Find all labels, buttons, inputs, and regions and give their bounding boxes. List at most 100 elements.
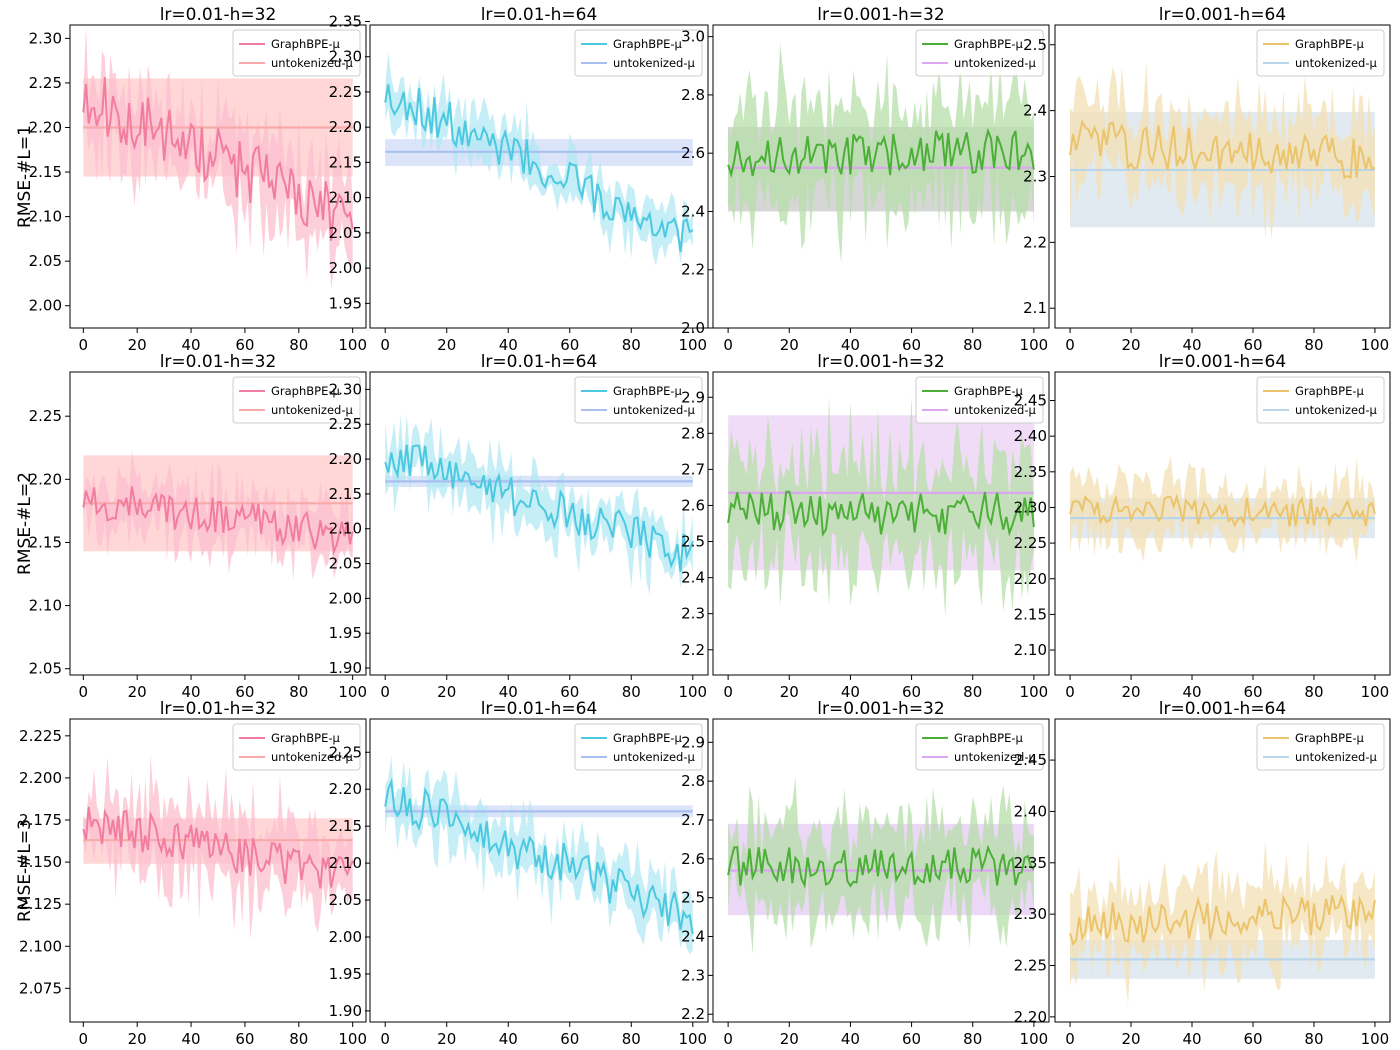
- legend: GraphBPE-μ untokenized-μ: [232, 376, 361, 424]
- x-tick-label: 0: [79, 336, 89, 354]
- panel-6: 0 20 40 60 80 100 1.90 1.95 2.00 2.05 2.10 2.15 2.20…: [329, 352, 709, 701]
- legend: GraphBPE-μ untokenized-μ: [1256, 376, 1385, 424]
- y-tick-label: 2.30: [1014, 905, 1047, 923]
- x-tick-label: 40: [499, 1030, 518, 1048]
- x-tick-label: 80: [622, 1030, 641, 1048]
- legend-untokenized-label: untokenized-μ: [613, 750, 695, 764]
- y-tick-label: 2.45: [1014, 751, 1047, 769]
- graphbpe-band: [1070, 839, 1375, 1005]
- x-tick-label: 20: [128, 1030, 147, 1048]
- x-tick-label: 100: [338, 683, 367, 701]
- graphbpe-band: [385, 755, 693, 955]
- x-tick-label: 40: [841, 1030, 860, 1048]
- panel-title: lr=0.001-h=32: [817, 5, 944, 25]
- row-label-1: RMSE-#L=1: [15, 125, 35, 228]
- graphbpe-band: [728, 395, 1034, 617]
- x-tick-label: 40: [499, 336, 518, 354]
- graphbpe-mean-line: [82, 486, 354, 556]
- y-tick-label: 2.20: [329, 118, 362, 136]
- y-tick-label: 2.2: [681, 261, 705, 279]
- x-tick-label: 80: [1304, 336, 1323, 354]
- x-tick-label: 60: [560, 1030, 579, 1048]
- x-tick-label: 0: [1065, 683, 1075, 701]
- y-tick-label: 2.35: [1014, 854, 1047, 872]
- panel-title: lr=0.01-h=32: [160, 352, 277, 372]
- y-tick-label: 2.0: [681, 319, 705, 337]
- x-tick-label: 0: [79, 1030, 89, 1048]
- panel-9: 0 20 40 60 80 100 2.075 2.100 2.125 2.150 2.175 2.2…: [19, 699, 367, 1048]
- panel-title: lr=0.01-h=32: [160, 5, 277, 25]
- graphbpe-band: [728, 42, 1034, 265]
- y-tick-label: 2.10: [29, 208, 62, 226]
- x-tick-label: 80: [963, 683, 982, 701]
- legend-graphbpe-label: GraphBPE-μ: [271, 37, 341, 51]
- x-tick-label: 20: [780, 683, 799, 701]
- legend-untokenized-label: untokenized-μ: [1295, 56, 1377, 70]
- x-tick-label: 80: [1304, 683, 1323, 701]
- y-tick-label: 2.15: [329, 485, 362, 503]
- y-tick-label: 2.6: [681, 496, 705, 514]
- x-tick-label: 80: [963, 1030, 982, 1048]
- panel-1: 0 20 40 60 80 100 2.00 2.05 2.10 2.15 2.20 2.25 2.30…: [29, 5, 367, 354]
- x-tick-label: 100: [1361, 683, 1390, 701]
- x-tick-label: 60: [902, 336, 921, 354]
- x-tick-label: 20: [1121, 683, 1140, 701]
- y-tick-label: 2.4: [681, 928, 705, 946]
- y-tick-label: 2.00: [329, 928, 362, 946]
- x-tick-label: 20: [128, 336, 147, 354]
- y-tick-label: 2.075: [19, 979, 62, 997]
- x-tick-label: 100: [338, 336, 367, 354]
- row-label-3: RMSE-#L=3: [15, 819, 35, 922]
- legend-graphbpe-label: GraphBPE-μ: [613, 731, 683, 745]
- panel-title: lr=0.001-h=64: [1159, 699, 1286, 719]
- legend-graphbpe-label: GraphBPE-μ: [1295, 384, 1365, 398]
- y-tick-label: 1.90: [329, 659, 362, 677]
- panel-title: lr=0.01-h=64: [481, 352, 598, 372]
- axes-frame: [69, 371, 367, 676]
- y-tick-label: 1.90: [329, 1002, 362, 1020]
- x-tick-label: 100: [1361, 336, 1390, 354]
- x-tick-label: 40: [182, 1030, 201, 1048]
- y-tick-label: 2.20: [29, 118, 62, 136]
- legend: GraphBPE-μ untokenized-μ: [915, 376, 1044, 424]
- x-tick-label: 100: [338, 1030, 367, 1048]
- legend: GraphBPE-μ untokenized-μ: [574, 723, 703, 771]
- legend-untokenized-label: untokenized-μ: [613, 403, 695, 417]
- x-tick-label: 100: [1020, 1030, 1049, 1048]
- x-tick-label: 40: [182, 336, 201, 354]
- panel-7: 0 20 40 60 80 100 2.2 2.3 2.4 2.5 2.6 2.7 2.8 2.9 lr=0…: [681, 352, 1050, 701]
- x-tick-label: 100: [1361, 1030, 1390, 1048]
- legend-graphbpe-label: GraphBPE-μ: [954, 37, 1024, 51]
- graphbpe-mean-line: [82, 77, 354, 241]
- x-tick-label: 80: [622, 336, 641, 354]
- y-tick-label: 2.05: [329, 891, 362, 909]
- x-tick-label: 0: [380, 336, 390, 354]
- x-tick-label: 20: [437, 683, 456, 701]
- y-tick-label: 2.6: [681, 850, 705, 868]
- graphbpe-band: [83, 753, 353, 940]
- y-tick-label: 2.4: [1023, 102, 1047, 120]
- legend-graphbpe-label: GraphBPE-μ: [1295, 37, 1365, 51]
- y-tick-label: 2.3: [681, 605, 705, 623]
- graphbpe-band: [1070, 455, 1375, 563]
- x-tick-label: 60: [1243, 1030, 1262, 1048]
- x-tick-label: 0: [79, 683, 89, 701]
- y-tick-label: 1.95: [329, 624, 362, 642]
- axes-frame: [369, 718, 709, 1023]
- x-tick-label: 60: [235, 336, 254, 354]
- y-tick-label: 2.40: [1014, 427, 1047, 445]
- y-tick-label: 2.35: [329, 12, 362, 30]
- x-tick-label: 20: [1121, 1030, 1140, 1048]
- y-tick-label: 2.175: [19, 811, 62, 829]
- legend: GraphBPE-μ untokenized-μ: [1256, 723, 1385, 771]
- x-tick-label: 20: [128, 683, 147, 701]
- y-tick-label: 2.8: [681, 86, 705, 104]
- legend-graphbpe-label: GraphBPE-μ: [954, 731, 1024, 745]
- y-tick-label: 2.30: [329, 48, 362, 66]
- panel-11: 0 20 40 60 80 100 2.2 2.3 2.4 2.5 2.6 2.7 2.8 2.9 lr=0…: [681, 699, 1050, 1048]
- legend-graphbpe-label: GraphBPE-μ: [954, 384, 1024, 398]
- legend-graphbpe-label: GraphBPE-μ: [271, 731, 341, 745]
- y-tick-label: 2.2: [681, 641, 705, 659]
- y-tick-label: 2.35: [1014, 463, 1047, 481]
